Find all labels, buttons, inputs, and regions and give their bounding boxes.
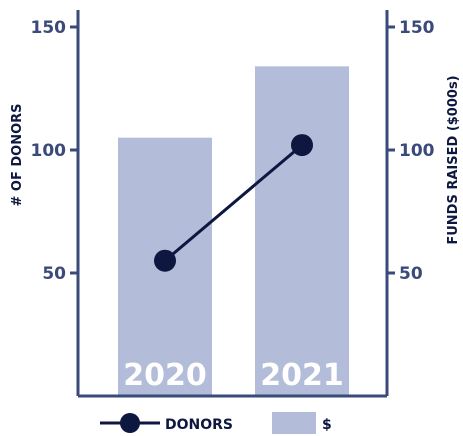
right-axis-ticks: 50 100 150 bbox=[387, 18, 435, 284]
right-tick-label-150: 150 bbox=[399, 18, 435, 38]
donors-point-2020 bbox=[154, 249, 176, 272]
category-labels: 2020 2021 bbox=[123, 358, 344, 393]
left-axis-title: # OF DONORS bbox=[10, 103, 25, 206]
left-tick-label-50: 50 bbox=[42, 264, 66, 284]
bar-2021 bbox=[255, 66, 349, 395]
left-tick-label-100: 100 bbox=[31, 141, 67, 161]
legend-funds-bar-swatch bbox=[272, 412, 316, 434]
legend-donors-label: DONORS bbox=[165, 417, 233, 433]
bar-series bbox=[118, 66, 349, 395]
legend-donors-marker bbox=[120, 413, 140, 433]
legend: DONORS $ bbox=[100, 412, 332, 434]
line-series-donors bbox=[154, 134, 313, 272]
right-tick-label-50: 50 bbox=[399, 264, 423, 284]
category-label-2020: 2020 bbox=[123, 358, 207, 393]
right-tick-label-100: 100 bbox=[399, 141, 435, 161]
legend-funds-label: $ bbox=[322, 417, 332, 433]
donors-point-2021 bbox=[291, 134, 313, 157]
right-axis-title: FUNDS RAISED ($000s) bbox=[446, 75, 461, 244]
category-label-2021: 2021 bbox=[260, 358, 344, 393]
left-tick-label-150: 150 bbox=[31, 18, 67, 38]
left-axis-ticks: 50 100 150 bbox=[31, 18, 78, 284]
donors-line bbox=[164, 143, 303, 262]
